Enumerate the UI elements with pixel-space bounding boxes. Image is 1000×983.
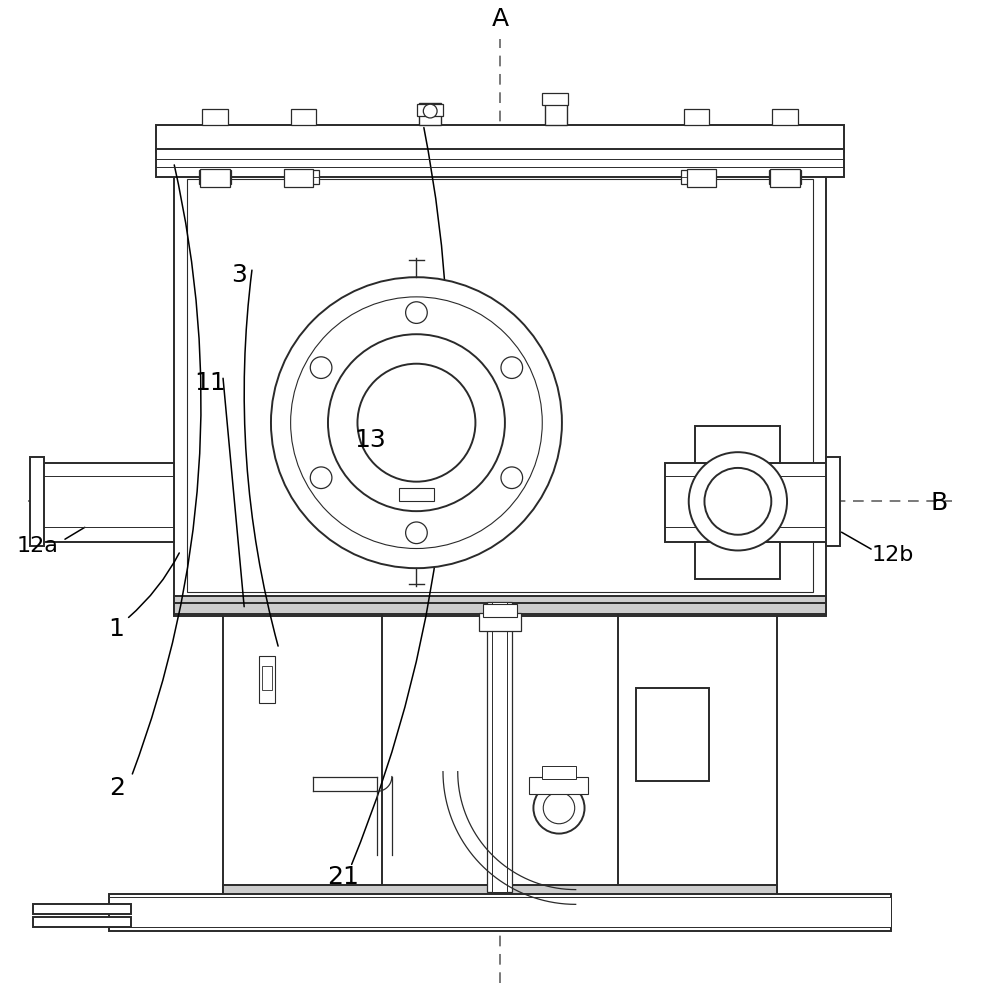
Bar [769, 170, 801, 184]
Bar [417, 104, 443, 116]
Bar [665, 463, 827, 542]
Text: 13: 13 [354, 429, 386, 452]
Text: 2: 2 [109, 777, 125, 800]
Bar [492, 602, 507, 892]
Bar [399, 488, 434, 501]
Circle shape [689, 452, 787, 550]
Bar [529, 777, 588, 794]
Bar [156, 125, 844, 152]
Bar [684, 109, 709, 125]
Circle shape [310, 357, 332, 378]
Circle shape [357, 364, 475, 482]
Text: 1: 1 [109, 617, 125, 641]
Bar [695, 542, 780, 579]
Bar [109, 897, 891, 927]
Circle shape [310, 467, 332, 489]
Bar [695, 426, 780, 463]
Bar [223, 607, 777, 892]
Bar [174, 603, 826, 614]
Bar [542, 93, 568, 105]
Text: 12a: 12a [17, 536, 59, 555]
Bar [199, 170, 231, 184]
Bar [542, 766, 576, 779]
Bar [174, 172, 826, 605]
Circle shape [423, 104, 437, 118]
Bar [262, 666, 272, 690]
Bar [772, 109, 798, 125]
Bar [223, 885, 777, 896]
Circle shape [501, 357, 523, 378]
Circle shape [328, 334, 505, 511]
Bar [545, 95, 567, 125]
Circle shape [406, 522, 427, 544]
Text: 11: 11 [194, 372, 226, 395]
Circle shape [501, 467, 523, 489]
Circle shape [704, 468, 771, 535]
Bar [259, 656, 275, 703]
Bar [288, 170, 319, 184]
Bar [479, 613, 521, 631]
Text: B: B [931, 492, 948, 515]
Circle shape [406, 302, 427, 323]
Bar [30, 457, 44, 546]
Bar [636, 688, 709, 781]
Bar [156, 149, 844, 177]
Bar [291, 109, 316, 125]
Bar [681, 170, 712, 184]
Bar [33, 917, 131, 927]
Text: A: A [491, 8, 509, 31]
Circle shape [533, 782, 585, 834]
Circle shape [291, 297, 542, 549]
Bar [38, 463, 174, 542]
Bar [33, 904, 131, 914]
Bar [109, 894, 891, 931]
Bar [187, 179, 813, 592]
Bar [826, 457, 840, 546]
Text: 21: 21 [327, 865, 359, 889]
Bar [770, 169, 800, 187]
Bar [419, 103, 441, 125]
Bar [174, 607, 826, 616]
Text: 12b: 12b [872, 546, 914, 565]
Bar [487, 602, 512, 892]
Text: 3: 3 [232, 263, 247, 287]
Bar [284, 169, 313, 187]
Bar [174, 596, 826, 607]
Circle shape [543, 792, 575, 824]
Bar [687, 169, 716, 187]
Bar [483, 604, 517, 617]
Bar [202, 109, 228, 125]
Bar [200, 169, 230, 187]
Circle shape [271, 277, 562, 568]
